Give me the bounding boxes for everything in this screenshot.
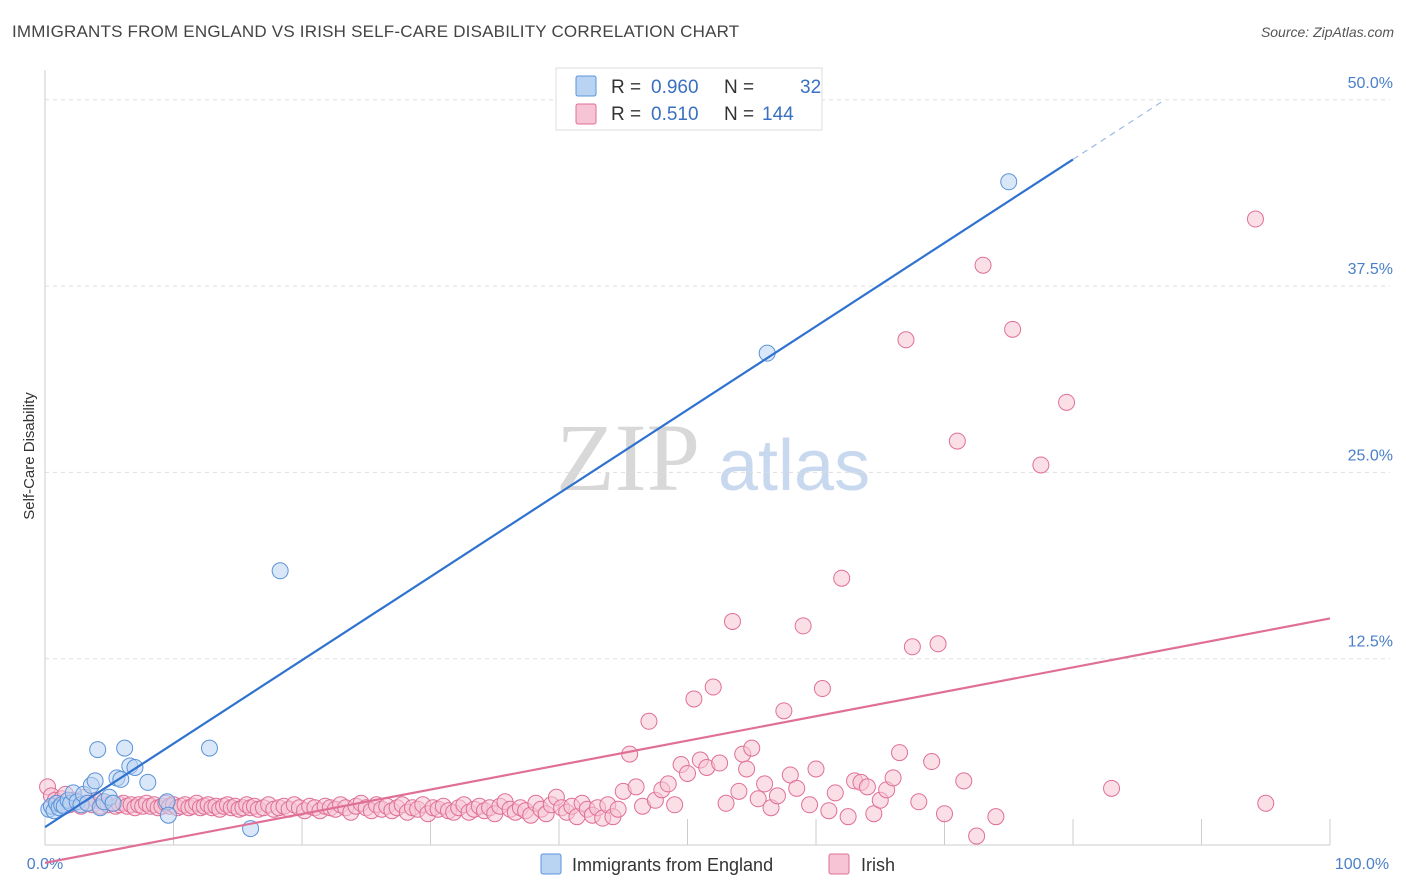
irish-point-182 xyxy=(1032,456,1050,474)
england-trend-extension xyxy=(1072,100,1164,160)
bottom-legend-label-england: Immigrants from England xyxy=(572,855,773,875)
irish-point-186 xyxy=(1257,794,1275,812)
irish-point-157 xyxy=(807,760,825,778)
irish-point-147 xyxy=(743,739,761,757)
irish-point-184 xyxy=(1103,779,1121,797)
irish-point-125 xyxy=(609,800,627,818)
irish-point-183 xyxy=(1058,393,1076,411)
irish-point-160 xyxy=(826,784,844,802)
irish-point-143 xyxy=(723,612,741,630)
irish-point-136 xyxy=(679,764,696,782)
irish-point-161 xyxy=(833,569,851,587)
source-label: Source: ZipAtlas.com xyxy=(1260,24,1394,40)
y-axis-label: Self-Care Disability xyxy=(21,392,38,520)
irish-trend-line xyxy=(44,617,1331,864)
legend-n-value-irish: 144 xyxy=(762,104,794,125)
irish-point-173 xyxy=(910,793,928,811)
england-point-29 xyxy=(200,739,218,757)
irish-point-180 xyxy=(987,808,1005,826)
bottom-legend-label-irish: Irish xyxy=(861,855,895,875)
irish-point-140 xyxy=(704,678,722,696)
irish-point-158 xyxy=(813,680,831,698)
legend-n-label-irish: N = xyxy=(724,104,754,125)
irish-point-146 xyxy=(738,760,756,778)
y-tick-labels: 12.5% 25.0% 37.5% 50.0% xyxy=(1348,75,1393,651)
y-tick-label-1: 25.0% xyxy=(1348,447,1393,464)
irish-point-141 xyxy=(711,754,729,772)
legend-r-value-irish: 0.510 xyxy=(651,104,699,125)
bottom-legend: Immigrants from England Irish xyxy=(540,853,895,875)
england-point-16 xyxy=(89,741,107,759)
irish-point-149 xyxy=(756,775,774,793)
irish-point-151 xyxy=(768,787,786,805)
england-trend-line xyxy=(44,158,1074,829)
irish-point-128 xyxy=(627,778,645,796)
irish-point-144 xyxy=(730,782,748,800)
legend-r-label-irish: R = xyxy=(611,104,641,125)
y-tick-label-0: 12.5% xyxy=(1348,634,1393,651)
irish-point-172 xyxy=(903,638,921,656)
irish-point-155 xyxy=(794,617,812,635)
y-tick-label-3: 50.0% xyxy=(1348,75,1393,92)
irish-point-174 xyxy=(923,753,941,771)
irish-point-152 xyxy=(775,702,793,720)
irish-point-177 xyxy=(948,432,966,450)
irish-point-142 xyxy=(717,794,735,812)
irish-point-137 xyxy=(685,690,703,708)
irish-point-130 xyxy=(640,712,658,730)
legend-frame xyxy=(555,67,823,131)
bottom-legend-swatch-england xyxy=(540,853,562,875)
irish-point-154 xyxy=(788,779,806,797)
irish-point-159 xyxy=(820,802,838,820)
england-point-33 xyxy=(1000,173,1018,191)
england-point-15 xyxy=(86,772,104,790)
england-point-20 xyxy=(104,794,122,812)
irish-point-148 xyxy=(749,790,767,808)
chart-title: IMMIGRANTS FROM ENGLAND VS IRISH SELF-CA… xyxy=(12,22,740,41)
irish-point-171 xyxy=(897,331,915,349)
irish-point-127 xyxy=(621,745,639,763)
series-irish xyxy=(39,210,1275,845)
series-england xyxy=(40,173,1018,838)
legend-swatch-england xyxy=(575,75,597,97)
irish-point-187 xyxy=(968,827,986,845)
england-point-31 xyxy=(271,562,289,580)
gridlines xyxy=(45,99,1390,660)
legend-r-label-england: R = xyxy=(611,77,641,98)
bottom-legend-swatch-irish xyxy=(828,853,850,875)
irish-point-181 xyxy=(1004,320,1022,338)
irish-point-175 xyxy=(929,635,947,653)
legend-box: R = 0.960 N = 32 R = 0.510 N = 144 xyxy=(555,67,823,131)
irish-point-134 xyxy=(666,796,684,814)
irish-point-156 xyxy=(801,796,819,814)
irish-point-169 xyxy=(884,769,902,787)
irish-point-133 xyxy=(659,775,677,793)
irish-point-185 xyxy=(1246,210,1264,228)
legend-n-label-england: N = xyxy=(724,77,754,98)
x-tick-label-min: 0.0% xyxy=(27,856,63,873)
england-point-28 xyxy=(159,806,177,824)
irish-point-179 xyxy=(974,256,992,274)
england-point-26 xyxy=(139,773,157,791)
legend-n-value-england: 32 xyxy=(800,77,821,98)
irish-point-165 xyxy=(858,778,876,796)
irish-point-162 xyxy=(839,808,857,826)
x-tick-label-max: 100.0% xyxy=(1335,856,1389,873)
x-ticks xyxy=(44,819,1331,845)
watermark-atlas: atlas xyxy=(718,426,870,506)
england-point-23 xyxy=(116,739,134,757)
trend-lines xyxy=(44,100,1331,864)
y-tick-label-2: 37.5% xyxy=(1348,261,1393,278)
watermark-zip: ZIP xyxy=(556,404,700,511)
legend-swatch-irish xyxy=(575,103,597,125)
irish-point-170 xyxy=(891,744,909,762)
legend-r-value-england: 0.960 xyxy=(651,77,699,98)
irish-point-176 xyxy=(936,805,953,823)
irish-point-178 xyxy=(955,772,973,790)
